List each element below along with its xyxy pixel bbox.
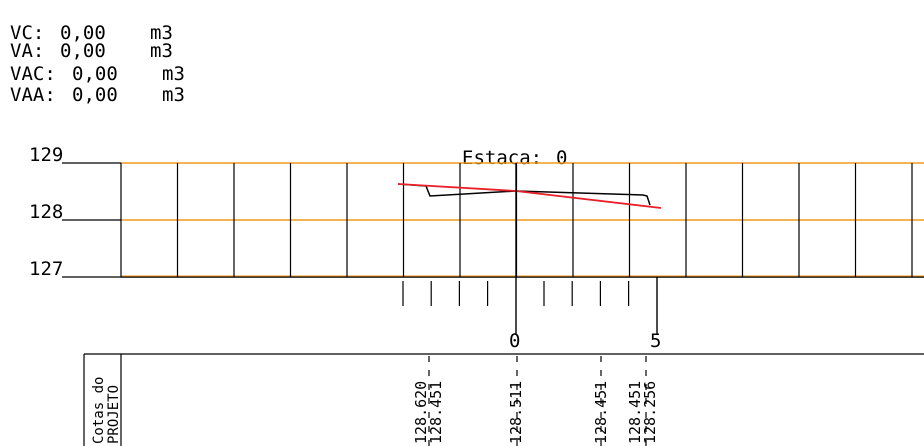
volume-vac-label: VAC: xyxy=(10,63,56,85)
volume-vaa-unit: m3 xyxy=(162,84,185,106)
section-grid xyxy=(120,162,924,278)
cota-value: 128.256 xyxy=(641,381,659,444)
volume-vaa-value: 0,00 xyxy=(72,84,118,106)
cota-value: 128.451 xyxy=(626,381,644,444)
elevation-label-128: 128 xyxy=(29,201,63,223)
cota-value: 128.620 xyxy=(412,381,430,444)
offset-label-0: 0 xyxy=(509,330,520,352)
offset-labels: 0 5 xyxy=(509,330,661,352)
offset-label-5: 5 xyxy=(650,330,661,352)
elevation-label-129: 129 xyxy=(29,144,63,166)
cota-value: 128.511 xyxy=(507,381,525,444)
volume-vc-label: VC: xyxy=(10,22,44,44)
elevation-label-127: 127 xyxy=(29,258,63,280)
offset-ticks xyxy=(402,281,630,306)
table-row-title-line1: Cotas do xyxy=(91,377,107,444)
profiles xyxy=(397,163,662,335)
cota-value: 128.451 xyxy=(427,381,445,444)
station-value: 0 xyxy=(556,147,567,169)
volume-vac-value: 0,00 xyxy=(72,63,118,85)
volume-summary: VC: 0,00 m3 VA: 0,00 m3 VAC: 0,00 m3 VAA… xyxy=(10,22,185,106)
table-row-title-line2: PROJETO xyxy=(106,385,122,444)
volume-vaa-label: VAA: xyxy=(10,84,56,106)
volume-vac-unit: m3 xyxy=(162,63,185,85)
station-title: Estaca: 0 xyxy=(462,147,567,169)
station-label: Estaca: xyxy=(462,147,542,169)
volume-va-label: VA: xyxy=(10,40,44,62)
elevation-axis: 129 128 127 xyxy=(29,144,122,280)
volume-vc-value: 0,00 xyxy=(60,22,106,44)
volume-va-unit: m3 xyxy=(150,40,173,62)
volume-vc-unit: m3 xyxy=(150,22,173,44)
volume-va-value: 0,00 xyxy=(60,40,106,62)
